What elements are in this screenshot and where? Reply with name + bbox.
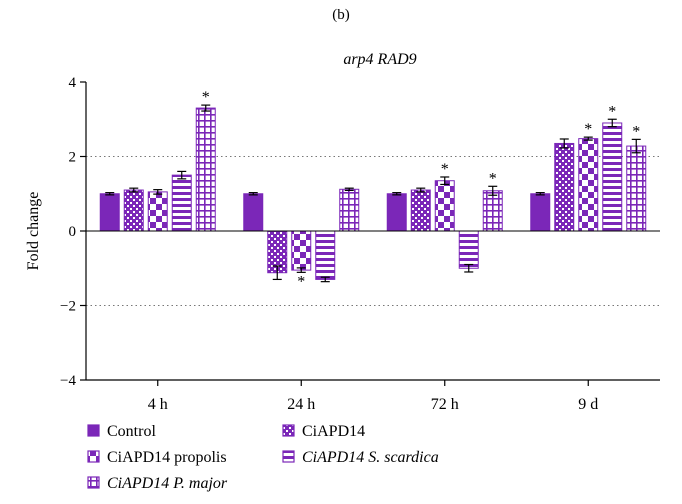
legend-label: CiAPD14 S. scardica bbox=[302, 449, 439, 466]
legend-swatch bbox=[87, 424, 100, 437]
bar bbox=[315, 230, 336, 280]
legend-swatch bbox=[282, 450, 295, 463]
legend-label: CiAPD14 propolis bbox=[107, 449, 227, 466]
panel-label: (b) bbox=[332, 7, 350, 23]
bar bbox=[195, 107, 216, 232]
bar bbox=[339, 188, 360, 232]
y-tick-label: 2 bbox=[69, 150, 77, 166]
legend-swatch bbox=[282, 424, 295, 437]
y-axis-label: Fold change bbox=[25, 192, 42, 271]
y-tick-label: −4 bbox=[60, 373, 76, 389]
significance-marker: * bbox=[489, 170, 497, 187]
bar bbox=[458, 230, 479, 269]
bar bbox=[554, 142, 575, 232]
significance-marker: * bbox=[632, 123, 640, 140]
bar bbox=[243, 193, 264, 232]
bar bbox=[386, 193, 407, 232]
significance-marker: * bbox=[608, 103, 616, 120]
x-tick-label: 24 h bbox=[287, 396, 315, 413]
bar bbox=[578, 138, 599, 232]
bar bbox=[530, 193, 551, 232]
bar bbox=[99, 193, 120, 232]
bars: * * * * * * * bbox=[99, 89, 647, 290]
legend-swatch bbox=[87, 476, 100, 489]
bar bbox=[147, 191, 168, 232]
axes: 4 2 0 −2 −4 4 h 24 h 72 h 9 d bbox=[60, 75, 660, 413]
bar bbox=[410, 189, 431, 232]
legend-label: Control bbox=[107, 423, 156, 440]
y-tick-label: 0 bbox=[69, 224, 77, 240]
bar bbox=[171, 174, 192, 232]
legend: Control CiAPD14 CiAPD14 propolis CiAPD14 S.… bbox=[87, 423, 439, 492]
significance-marker: * bbox=[441, 161, 449, 178]
bar bbox=[626, 145, 647, 232]
x-tick-label: 72 h bbox=[431, 396, 459, 413]
legend-label: CiAPD14 P. major bbox=[107, 475, 228, 492]
bar bbox=[434, 180, 455, 232]
x-tick-label: 4 h bbox=[148, 396, 168, 413]
significance-marker: * bbox=[584, 121, 592, 138]
y-tick-label: 4 bbox=[69, 75, 77, 91]
legend-swatch bbox=[87, 450, 100, 463]
legend-label: CiAPD14 bbox=[302, 423, 365, 440]
x-tick-label: 9 d bbox=[578, 396, 598, 413]
y-tick-label: −2 bbox=[60, 299, 76, 315]
bar bbox=[602, 122, 623, 232]
significance-marker: * bbox=[297, 273, 305, 290]
chart-title: arp4 RAD9 bbox=[343, 51, 416, 68]
bar bbox=[291, 230, 312, 271]
bar bbox=[482, 190, 503, 232]
significance-marker: * bbox=[202, 89, 210, 106]
bar bbox=[123, 189, 144, 232]
